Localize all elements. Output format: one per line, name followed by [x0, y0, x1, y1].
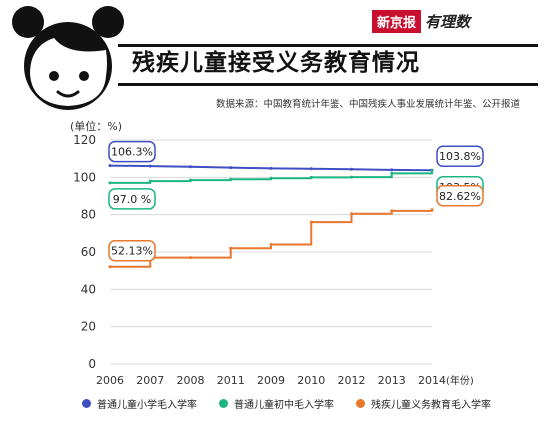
y-tick-label: 100 [73, 170, 96, 184]
data-point [390, 171, 394, 175]
brand-logo: 新京报 有理数 [372, 10, 470, 33]
data-label-last: 103.8% [439, 150, 481, 163]
chart-legend: 普通儿童小学毛入学率 普通儿童初中毛入学率 残疾儿童义务教育毛入学率 [82, 396, 491, 411]
data-point [269, 176, 273, 180]
y-tick-label: 0 [88, 357, 96, 371]
legend-marker [219, 399, 228, 408]
series-line [110, 209, 433, 268]
data-point [390, 209, 394, 213]
data-label-last: 82.62% [439, 190, 481, 203]
data-point [148, 179, 152, 183]
legend-marker [82, 399, 91, 408]
data-point [309, 175, 313, 179]
x-tick-label: 2007 [136, 374, 164, 387]
data-point [229, 246, 233, 250]
data-label-last-box [436, 145, 484, 167]
y-tick-label: 80 [81, 208, 96, 222]
data-point [189, 256, 192, 260]
data-point [148, 164, 152, 168]
x-tick-label: 2008 [177, 374, 205, 387]
y-tick-label: 120 [73, 133, 96, 147]
data-label-first-box [108, 188, 156, 210]
legend-label: 普通儿童初中毛入学率 [234, 400, 334, 411]
y-tick-label: 20 [81, 320, 96, 334]
y-tick-label: 60 [81, 245, 96, 259]
data-point [269, 243, 273, 247]
data-point [108, 265, 112, 269]
data-point [229, 166, 233, 170]
x-tick-label: 2012 [338, 374, 366, 387]
data-point [350, 175, 353, 179]
data-label-first: 52.13% [111, 245, 153, 258]
y-tick-label: 40 [81, 282, 96, 296]
data-label-first: 97.0 % [113, 193, 151, 206]
data-point [189, 165, 192, 169]
x-tick-label: 2013 [378, 374, 406, 387]
legend-item: 残疾儿童义务教育毛入学率 [356, 396, 491, 411]
x-tick-label: 2006 [96, 374, 124, 387]
x-tick-label: 2009 [257, 374, 285, 387]
legend-label: 残疾儿童义务教育毛入学率 [371, 400, 491, 411]
data-point [108, 164, 112, 168]
title-frame [118, 44, 538, 86]
data-point [269, 166, 273, 170]
legend-marker [356, 399, 365, 408]
brand-sub: 有理数 [425, 13, 471, 31]
girl-mascot-icon [12, 6, 124, 110]
x-axis-unit: (年份) [446, 374, 474, 387]
data-point [189, 178, 192, 182]
x-tick-label: 2014 [418, 374, 446, 387]
data-label-first-box [108, 239, 156, 262]
data-point [430, 208, 434, 212]
data-point [430, 169, 434, 173]
legend-item: 普通儿童初中毛入学率 [219, 396, 334, 411]
data-label-last-box [436, 185, 484, 207]
data-point [350, 212, 353, 216]
data-point [108, 181, 112, 185]
y-axis-unit: (单位：%) [70, 120, 123, 133]
x-tick-label: 2010 [297, 374, 325, 387]
legend-label: 普通儿童小学毛入学率 [97, 400, 197, 411]
x-tick-label: 2011 [217, 374, 245, 387]
chart-title: 残疾儿童接受义务教育情况 [132, 50, 420, 76]
data-point [350, 167, 353, 171]
data-point [390, 168, 394, 172]
data-point [229, 177, 233, 181]
data-point [309, 220, 313, 224]
legend-item: 普通儿童小学毛入学率 [82, 396, 197, 411]
brand-name: 新京报 [372, 10, 422, 33]
data-label-first-box [108, 140, 156, 163]
data-label-first: 106.3% [111, 146, 153, 159]
data-source: 数据来源：中国教育统计年鉴、中国残疾人事业发展统计年鉴、公开报道 [215, 99, 520, 110]
data-point [309, 167, 313, 171]
